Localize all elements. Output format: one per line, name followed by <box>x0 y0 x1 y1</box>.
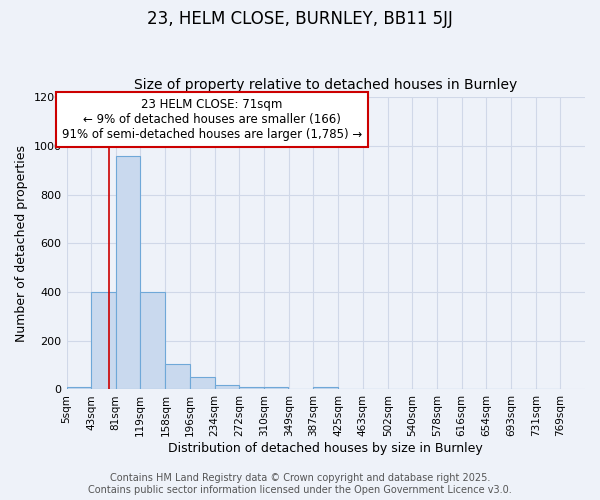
Bar <box>264 387 288 390</box>
Bar <box>166 364 190 390</box>
Text: 23, HELM CLOSE, BURNLEY, BB11 5JJ: 23, HELM CLOSE, BURNLEY, BB11 5JJ <box>147 10 453 28</box>
Bar <box>190 378 215 390</box>
Text: Contains HM Land Registry data © Crown copyright and database right 2025.
Contai: Contains HM Land Registry data © Crown c… <box>88 474 512 495</box>
X-axis label: Distribution of detached houses by size in Burnley: Distribution of detached houses by size … <box>169 442 483 455</box>
Bar <box>215 384 239 390</box>
Text: 23 HELM CLOSE: 71sqm
← 9% of detached houses are smaller (166)
91% of semi-detac: 23 HELM CLOSE: 71sqm ← 9% of detached ho… <box>62 98 362 140</box>
Y-axis label: Number of detached properties: Number of detached properties <box>15 145 28 342</box>
Bar <box>239 387 264 390</box>
Bar <box>116 156 140 390</box>
Title: Size of property relative to detached houses in Burnley: Size of property relative to detached ho… <box>134 78 517 92</box>
Bar <box>67 387 91 390</box>
Bar <box>91 292 116 390</box>
Bar <box>140 292 165 390</box>
Bar <box>313 387 338 390</box>
